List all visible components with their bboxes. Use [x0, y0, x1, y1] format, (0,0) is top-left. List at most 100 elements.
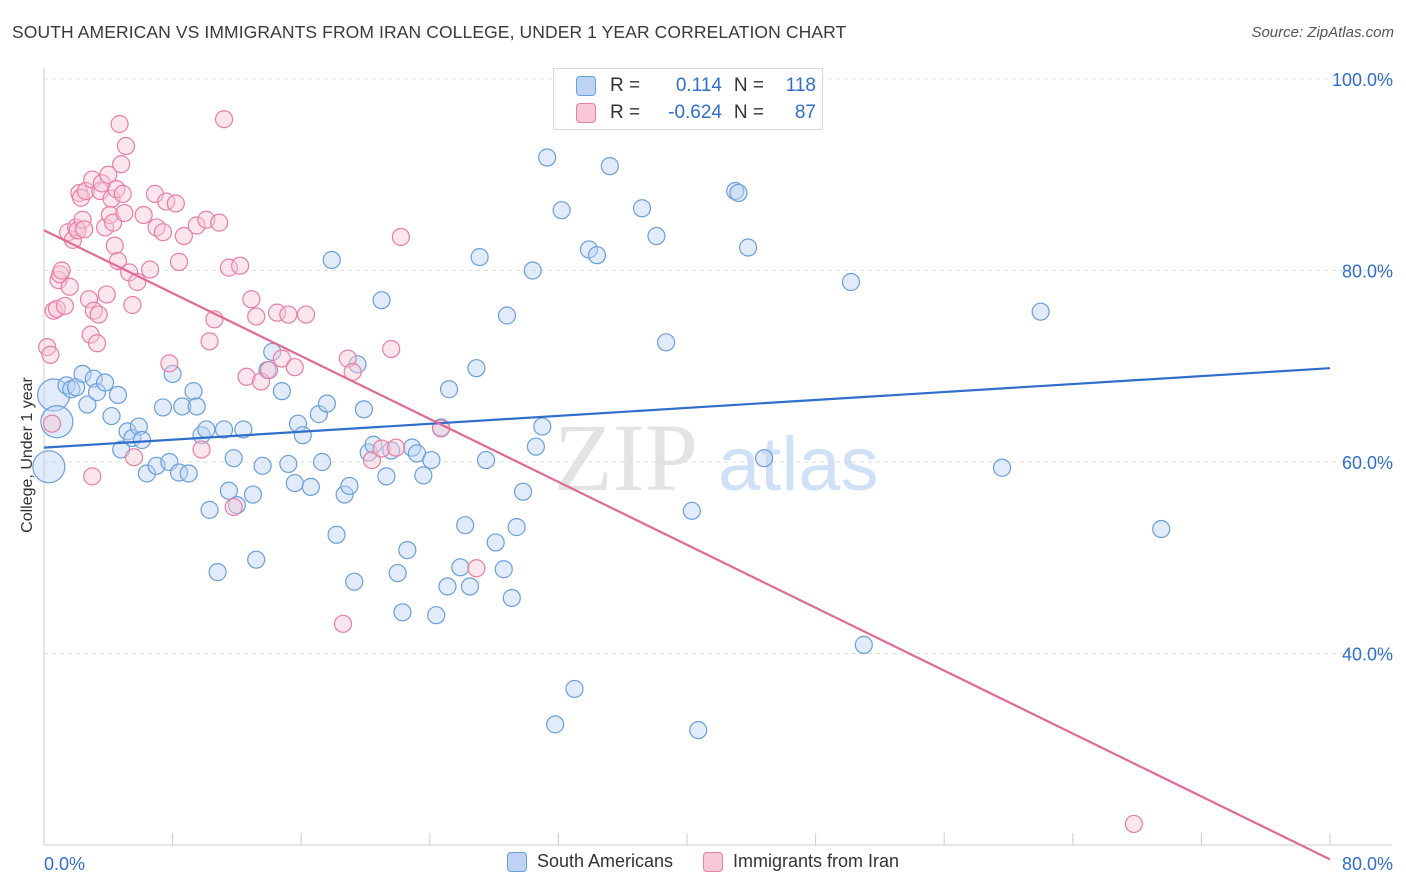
n-value: 118	[785, 75, 816, 96]
point-south-americans	[179, 464, 198, 483]
watermark-atlas: atlas	[718, 422, 879, 507]
point-iran	[259, 360, 279, 380]
point-south-americans	[129, 417, 148, 436]
point-iran	[200, 332, 219, 351]
point-iran	[75, 220, 94, 239]
point-south-americans	[689, 720, 708, 740]
legend-label: South Americans	[536, 851, 674, 871]
stats-row-south-americans: R = 0.114 N = 118	[576, 74, 816, 98]
point-south-americans	[243, 485, 263, 504]
tick-labels: 40.0% 60.0% 80.0% 100.0% 0.0% 80.0%	[44, 70, 1393, 874]
trend-line-iran	[43, 229, 1331, 861]
stats-legend: R = 0.114 N = 118 R = -0.624 N = 87	[553, 68, 823, 130]
n-label: N =	[733, 75, 764, 96]
stats-row-iran: R = -0.624 N = 87	[576, 101, 816, 125]
point-south-americans	[992, 458, 1012, 477]
point-iran	[237, 367, 256, 386]
point-iran	[68, 221, 87, 240]
point-south-americans	[738, 238, 758, 257]
legend-item-south-americans[interactable]: South Americans	[506, 851, 674, 872]
point-south-americans	[173, 397, 192, 416]
point-iran	[372, 439, 391, 458]
point-south-americans	[647, 226, 666, 246]
point-iran	[279, 305, 298, 324]
point-south-americans	[427, 606, 446, 625]
point-south-americans	[219, 481, 238, 500]
point-iran	[76, 181, 95, 201]
point-south-americans	[494, 560, 513, 579]
n-label: N =	[733, 102, 764, 123]
point-south-americans	[272, 382, 292, 401]
n-value: 87	[794, 102, 816, 123]
point-south-americans	[322, 250, 341, 270]
point-south-americans	[414, 466, 433, 485]
point-south-americans	[497, 306, 517, 325]
point-south-americans	[502, 588, 521, 608]
legend: South Americans Immigrants from Iran	[0, 851, 1406, 872]
point-iran	[55, 296, 74, 316]
point-south-americans	[84, 369, 103, 388]
legend-item-iran[interactable]: Immigrants from Iran	[703, 851, 899, 872]
point-iran	[123, 295, 142, 315]
point-south-americans	[192, 426, 211, 445]
point-iran	[89, 305, 108, 324]
point-iran	[83, 467, 102, 486]
point-iran	[391, 227, 410, 247]
point-south-americans	[456, 516, 475, 535]
point-south-americans	[372, 291, 391, 310]
point-south-americans	[263, 342, 282, 361]
point-iran	[192, 440, 211, 459]
legend-label: Immigrants from Iran	[733, 851, 900, 871]
y-tick-label: 60.0%	[1342, 453, 1393, 473]
point-iran	[224, 497, 243, 517]
point-south-americans	[422, 450, 441, 470]
r-value: 0.114	[675, 75, 722, 96]
point-south-americans	[682, 501, 701, 520]
point-south-americans	[335, 485, 354, 504]
point-iran	[87, 334, 107, 353]
point-south-americans	[398, 540, 417, 560]
point-iran	[333, 614, 353, 633]
x-tick-label: 80.0%	[1342, 854, 1393, 874]
point-iran	[153, 223, 173, 242]
point-south-americans	[438, 577, 457, 596]
point-south-americans	[73, 364, 92, 384]
point-iran	[112, 155, 131, 174]
point-iran	[140, 260, 160, 279]
point-south-americans	[293, 426, 312, 445]
point-iran	[41, 345, 60, 364]
point-south-americans	[163, 364, 182, 384]
point-south-americans	[224, 449, 243, 468]
point-south-americans	[37, 378, 71, 412]
point-south-americans	[460, 577, 480, 596]
point-iran	[134, 205, 153, 225]
point-iran	[247, 307, 266, 326]
point-iran	[174, 226, 193, 246]
y-tick-label: 40.0%	[1342, 645, 1393, 665]
point-iran	[242, 290, 261, 309]
trend-lines	[43, 229, 1331, 861]
point-south-americans	[234, 420, 253, 439]
r-value: -0.624	[668, 102, 722, 123]
point-south-americans	[208, 563, 227, 582]
watermark-zip: ZIP	[554, 404, 698, 511]
point-iran	[79, 290, 99, 309]
y-tick-label: 80.0%	[1342, 262, 1393, 282]
point-south-americans	[187, 397, 206, 416]
point-south-americans	[279, 454, 298, 474]
point-south-americans	[227, 495, 246, 515]
axes	[43, 68, 1392, 846]
point-iran	[1124, 814, 1143, 834]
point-south-americans	[451, 558, 470, 577]
point-south-americans	[340, 476, 359, 496]
point-south-americans	[345, 572, 364, 591]
point-iran	[382, 339, 401, 359]
point-iran	[60, 277, 79, 296]
watermark: ZIP atlas	[554, 404, 879, 511]
point-south-americans	[95, 373, 115, 392]
point-iran	[42, 414, 62, 433]
point-south-americans	[317, 394, 337, 413]
point-south-americans	[200, 500, 219, 519]
point-south-americans	[388, 563, 407, 583]
